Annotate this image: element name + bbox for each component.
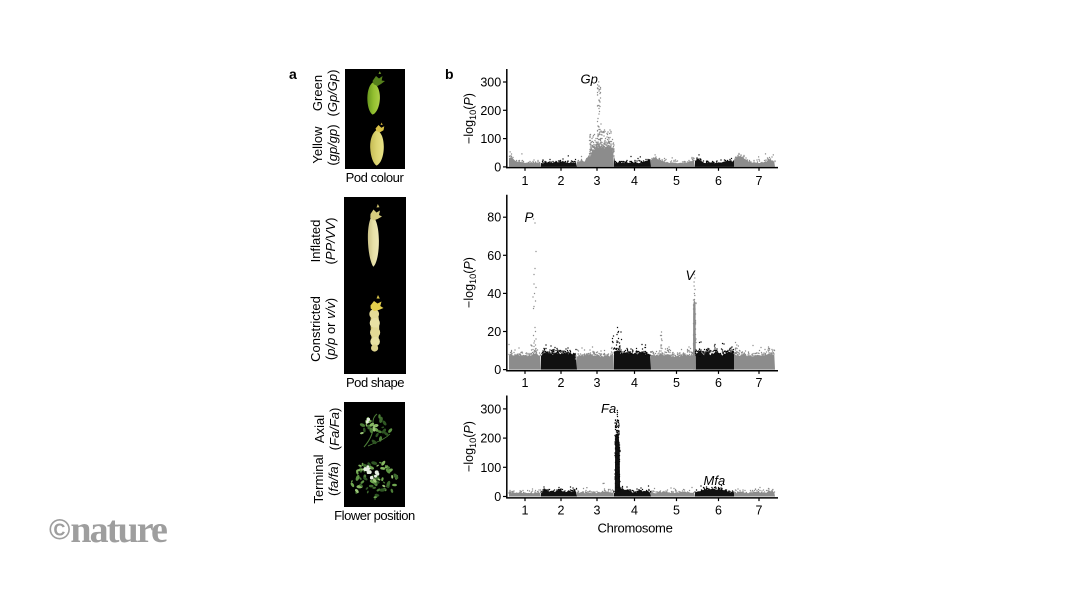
- svg-text:80: 80: [487, 211, 501, 225]
- svg-text:4: 4: [631, 504, 638, 518]
- svg-text:300: 300: [480, 76, 501, 90]
- svg-text:3: 3: [594, 376, 601, 390]
- svg-text:Mfa: Mfa: [704, 473, 726, 488]
- svg-text:4: 4: [631, 376, 638, 390]
- svg-text:V: V: [686, 268, 697, 283]
- svg-text:2: 2: [558, 174, 565, 188]
- svg-text:100: 100: [480, 461, 501, 475]
- svg-text:60: 60: [487, 249, 501, 263]
- svg-text:100: 100: [480, 132, 501, 146]
- svg-text:20: 20: [487, 325, 501, 339]
- svg-text:1: 1: [522, 504, 529, 518]
- svg-text:200: 200: [480, 104, 501, 118]
- svg-text:4: 4: [631, 174, 638, 188]
- svg-text:7: 7: [756, 174, 763, 188]
- svg-text:2: 2: [558, 504, 565, 518]
- svg-text:0: 0: [494, 490, 501, 504]
- svg-text:−log10(P): −log10(P): [462, 93, 478, 144]
- svg-text:P: P: [525, 210, 534, 225]
- svg-text:Chromosome: Chromosome: [597, 520, 672, 535]
- svg-text:1: 1: [522, 376, 529, 390]
- svg-text:Gp: Gp: [581, 72, 598, 87]
- svg-text:7: 7: [756, 504, 763, 518]
- svg-text:0: 0: [494, 160, 501, 174]
- svg-text:6: 6: [715, 174, 722, 188]
- svg-text:3: 3: [594, 174, 601, 188]
- svg-text:5: 5: [673, 174, 680, 188]
- svg-text:2: 2: [558, 376, 565, 390]
- svg-text:6: 6: [715, 504, 722, 518]
- svg-text:−log10(P): −log10(P): [462, 257, 478, 308]
- svg-text:6: 6: [715, 376, 722, 390]
- svg-text:5: 5: [673, 376, 680, 390]
- svg-text:300: 300: [480, 402, 501, 416]
- svg-text:Fa: Fa: [601, 401, 616, 416]
- svg-text:5: 5: [673, 504, 680, 518]
- svg-text:−log10(P): −log10(P): [462, 421, 478, 472]
- svg-text:3: 3: [594, 504, 601, 518]
- svg-text:200: 200: [480, 432, 501, 446]
- svg-text:40: 40: [487, 287, 501, 301]
- svg-text:1: 1: [522, 174, 529, 188]
- svg-text:7: 7: [756, 376, 763, 390]
- svg-text:0: 0: [494, 363, 501, 377]
